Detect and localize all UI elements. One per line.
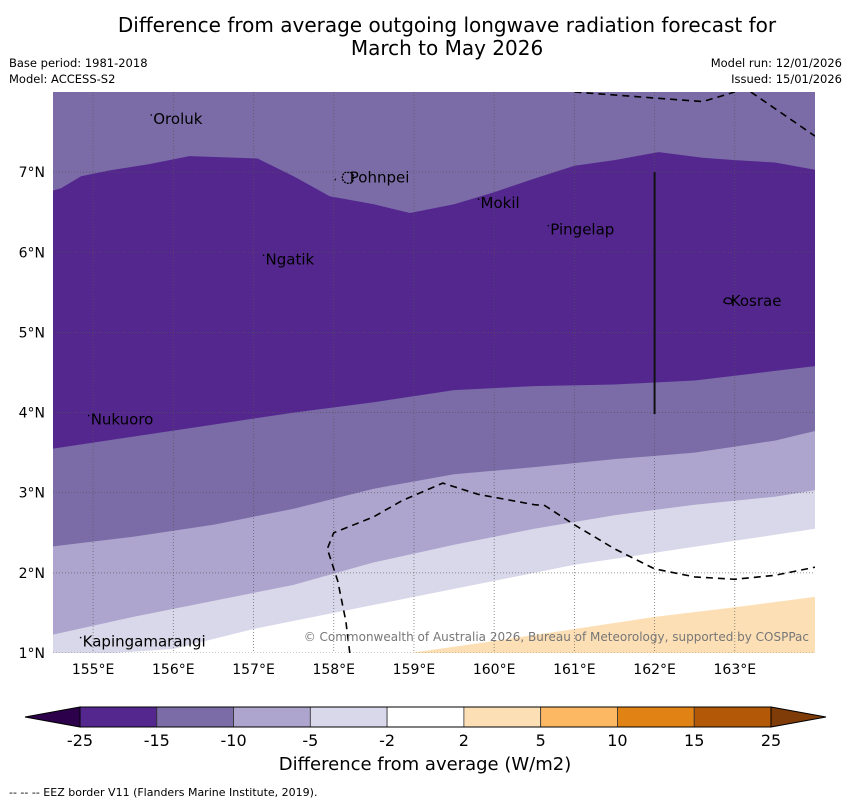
lon-tick-label: 161°E [553, 662, 596, 678]
lat-tick-label: 6°N [19, 245, 45, 261]
plot-layer: Oroluk Pohnpei Mokil Pingelap Ngatik Kosrae Nu… [53, 92, 815, 653]
island-dot-nukuoro [87, 414, 90, 417]
contour-band--25to-15 [53, 152, 815, 449]
colorbar-swatch [156, 706, 234, 728]
eez-border-1 [750, 92, 815, 137]
island-label-nukuoro: Nukuoro [91, 411, 154, 429]
lat-tick-label: 5°N [19, 325, 45, 341]
colorbar-tick-label: 2 [459, 731, 469, 750]
island-label-oroluk: Oroluk [153, 110, 202, 128]
colorbar-tick-label: -15 [144, 731, 170, 750]
island-label-mokil: Mokil [481, 194, 520, 212]
base-period: Base period: 1981-2018 [9, 56, 148, 70]
lat-tick-label: 3°N [19, 486, 45, 502]
eez-footnote: -- -- -- EEZ border V11 (Flanders Marine… [9, 786, 318, 799]
colorbar-tick-label: 15 [684, 731, 704, 750]
model-name: Model: ACCESS-S2 [9, 72, 116, 86]
lon-tick-label: 158°E [312, 662, 355, 678]
contour-band-2to5 [409, 596, 815, 653]
island-label-pohnpei: Pohnpei [350, 169, 410, 187]
model-run: Model run: 12/01/2026 [710, 56, 842, 70]
lon-tick-label: 159°E [393, 662, 436, 678]
lon-tick-label: 163°E [714, 662, 757, 678]
colorbar: -25 -15 -10 -5 -2 2 5 10 15 25 [24, 706, 827, 750]
island-label-pingelap: Pingelap [550, 221, 614, 239]
colorbar-swatch [463, 706, 542, 728]
lat-tick-label: 4°N [19, 406, 45, 422]
lon-tick-label: 162°E [633, 662, 676, 678]
colorbar-extend-max [770, 706, 827, 728]
colorbar-swatch [540, 706, 618, 728]
lon-tick-label: 155°E [72, 662, 115, 678]
colorbar-label: Difference from average (W/m2) [278, 754, 572, 775]
title-line-2: March to May 2026 [350, 36, 544, 60]
lat-tick-label: 7°N [19, 165, 45, 181]
colorbar-tick-label: -25 [67, 731, 93, 750]
lon-tick-label: 156°E [152, 662, 195, 678]
colorbar-swatch [79, 706, 158, 728]
eez-border-0 [574, 92, 736, 103]
colorbar-frame [79, 706, 772, 728]
colorbar-tick-label: -10 [220, 731, 246, 750]
title-line-1: Difference from average outgoing longwav… [117, 13, 777, 37]
island-dot-mokil [477, 198, 480, 201]
island-label-kapingamarangi: Kapingamarangi [83, 633, 206, 651]
colorbar-swatch [386, 706, 465, 728]
island-dot-kapingamarangi [79, 636, 82, 639]
meta-left: Base period: 1981-2018 Model: ACCESS-S2 [9, 55, 148, 87]
colorbar-swatch [233, 706, 311, 728]
colorbar-tick-label: 10 [607, 731, 627, 750]
colorbar-swatch [693, 706, 772, 728]
issued-date: Issued: 15/01/2026 [731, 72, 842, 86]
colorbar-swatch [617, 706, 695, 728]
island-dot-ant-atoll [334, 178, 337, 181]
colorbar-tick-label: 25 [761, 731, 781, 750]
colorbar-tick-label: -5 [302, 731, 318, 750]
island-shape-pohnpei [341, 171, 355, 185]
eez-border-2 [326, 482, 815, 653]
lat-tick-label: 2°N [19, 566, 45, 582]
colorbar-tick-label: 5 [536, 731, 546, 750]
map-area: Oroluk Pohnpei Mokil Pingelap Ngatik Kosrae Nu… [19, 92, 815, 678]
lon-tick-label: 157°E [232, 662, 275, 678]
colorbar-extend-min [24, 706, 81, 728]
colorbar-tick-label: -2 [379, 731, 395, 750]
island-shape-kosrae [723, 297, 733, 305]
island-dot-pingelap [547, 224, 550, 227]
meta-right: Model run: 12/01/2026 Issued: 15/01/2026 [711, 55, 842, 87]
lat-tick-label: 1°N [19, 646, 45, 662]
island-dot-oroluk [150, 114, 153, 116]
lon-tick-label: 160°E [473, 662, 516, 678]
colorbar-swatch [309, 706, 388, 728]
map-title: Difference from average outgoing longwav… [0, 14, 850, 60]
island-label-ngatik: Ngatik [266, 250, 315, 268]
island-label-kosrae: Kosrae [731, 292, 782, 310]
copyright-text: © Commonwealth of Australia 2026, Bureau… [304, 630, 809, 644]
island-dot-ngatik [262, 254, 265, 257]
